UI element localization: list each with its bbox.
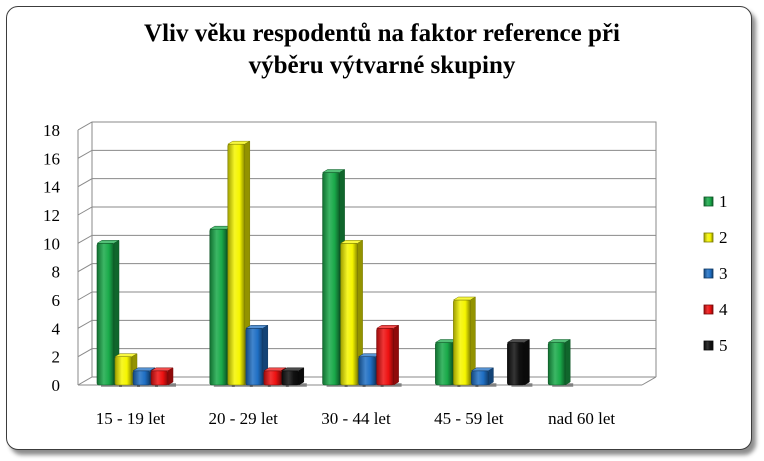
bar-series-1 bbox=[322, 172, 340, 386]
legend-swatch bbox=[703, 196, 714, 207]
y-tick-label: 6 bbox=[52, 291, 61, 310]
bar-side bbox=[393, 324, 399, 386]
floor-right-edge bbox=[641, 376, 657, 386]
bar-series-2 bbox=[340, 243, 358, 386]
legend-swatch bbox=[703, 304, 714, 315]
bar-series-4 bbox=[376, 328, 394, 386]
y-tick-label: 18 bbox=[43, 121, 60, 140]
gridline bbox=[77, 206, 656, 216]
y-tick-label: 10 bbox=[43, 234, 60, 253]
bar-series-2 bbox=[453, 299, 471, 386]
gridline bbox=[77, 178, 656, 188]
gridline bbox=[77, 319, 656, 329]
gridline bbox=[77, 263, 656, 273]
bar-series-1 bbox=[96, 243, 115, 386]
bar-side bbox=[167, 367, 174, 386]
y-tick-label: 14 bbox=[43, 178, 61, 197]
y-tick-label: 4 bbox=[52, 319, 61, 338]
bar-series-3 bbox=[245, 328, 264, 386]
bar-series-4 bbox=[263, 370, 282, 386]
bar-side bbox=[564, 339, 571, 386]
bar-series-1 bbox=[547, 342, 566, 386]
bar-series-2 bbox=[114, 356, 133, 386]
x-tick-label: 20 - 29 let bbox=[208, 409, 278, 428]
legend-label: 2 bbox=[719, 228, 728, 247]
x-tick-label: 30 - 44 let bbox=[321, 409, 391, 428]
legend-label: 1 bbox=[719, 192, 728, 211]
y-tick-label: 12 bbox=[43, 206, 60, 225]
bar-side bbox=[298, 367, 305, 386]
bar-series-3 bbox=[132, 370, 151, 386]
chart-title-line-2: výběru výtvarné skupiny bbox=[248, 52, 516, 79]
x-tick-label: nad 60 let bbox=[548, 409, 615, 428]
bar-series-5 bbox=[281, 370, 300, 386]
bar-side bbox=[488, 367, 494, 386]
y-tick-label: 8 bbox=[52, 263, 61, 282]
bar-series-1 bbox=[209, 228, 228, 386]
legend-label: 3 bbox=[719, 264, 728, 283]
legend-label: 5 bbox=[719, 336, 728, 355]
bar-series-5 bbox=[507, 342, 525, 386]
y-tick-label: 0 bbox=[52, 376, 61, 395]
bar-series-1 bbox=[435, 342, 453, 386]
bar-series-3 bbox=[358, 356, 376, 386]
bar-series-2 bbox=[227, 143, 246, 386]
back-wall-outline bbox=[92, 121, 657, 377]
y-tick-label: 2 bbox=[52, 348, 61, 367]
chart-title: Vliv věku respodentů na faktor reference… bbox=[0, 18, 764, 82]
gridline bbox=[77, 234, 656, 244]
legend-swatch bbox=[703, 340, 714, 351]
gridline bbox=[77, 121, 656, 131]
bar-side bbox=[524, 339, 530, 386]
chart-title-line-1: Vliv věku respodentů na faktor reference… bbox=[144, 20, 620, 47]
gridline bbox=[77, 291, 656, 301]
legend-swatch bbox=[703, 268, 714, 279]
x-tick-label: 45 - 59 let bbox=[434, 409, 504, 428]
x-tick-label: 15 - 19 let bbox=[96, 409, 166, 428]
bar-series-3 bbox=[471, 370, 489, 386]
y-tick-label: 16 bbox=[43, 149, 60, 168]
bar-series-4 bbox=[150, 370, 169, 386]
legend-swatch bbox=[703, 232, 714, 243]
gridline bbox=[77, 149, 656, 159]
legend-label: 4 bbox=[719, 300, 728, 319]
